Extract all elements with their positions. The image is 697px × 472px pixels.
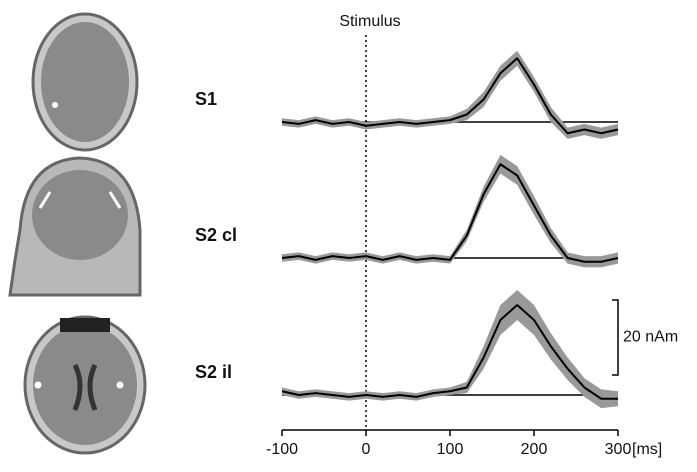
brain-cortex xyxy=(41,22,129,142)
panel-label: S2 cl xyxy=(195,225,237,245)
brain-images xyxy=(10,14,145,453)
x-tick-label: 200 xyxy=(521,441,548,458)
x-tick-label: 0 xyxy=(362,441,371,458)
stimulus-label: Stimulus xyxy=(339,13,400,30)
dipole-marker xyxy=(117,382,124,389)
brain-cortex xyxy=(32,170,128,260)
error-band xyxy=(282,51,618,139)
x-tick-label: -100 xyxy=(266,441,298,458)
panel-label: S2 il xyxy=(195,362,232,382)
panel-label: S1 xyxy=(195,89,217,109)
x-unit-label: [ms] xyxy=(632,441,662,458)
scale-bar-label: 20 nAm xyxy=(623,329,678,346)
error-band xyxy=(282,155,618,268)
x-tick-label: 300 xyxy=(605,441,632,458)
dipole-marker xyxy=(35,382,42,389)
brain-feature xyxy=(60,318,110,332)
trace xyxy=(282,164,618,262)
scale-bar xyxy=(612,300,618,375)
dipole-marker xyxy=(52,102,58,108)
trace xyxy=(282,305,618,399)
figure: S1 Stimulus S2 cl S2 il 20 nAm -100 0 100 200 300… xyxy=(0,0,697,467)
x-tick-label: 100 xyxy=(437,441,464,458)
